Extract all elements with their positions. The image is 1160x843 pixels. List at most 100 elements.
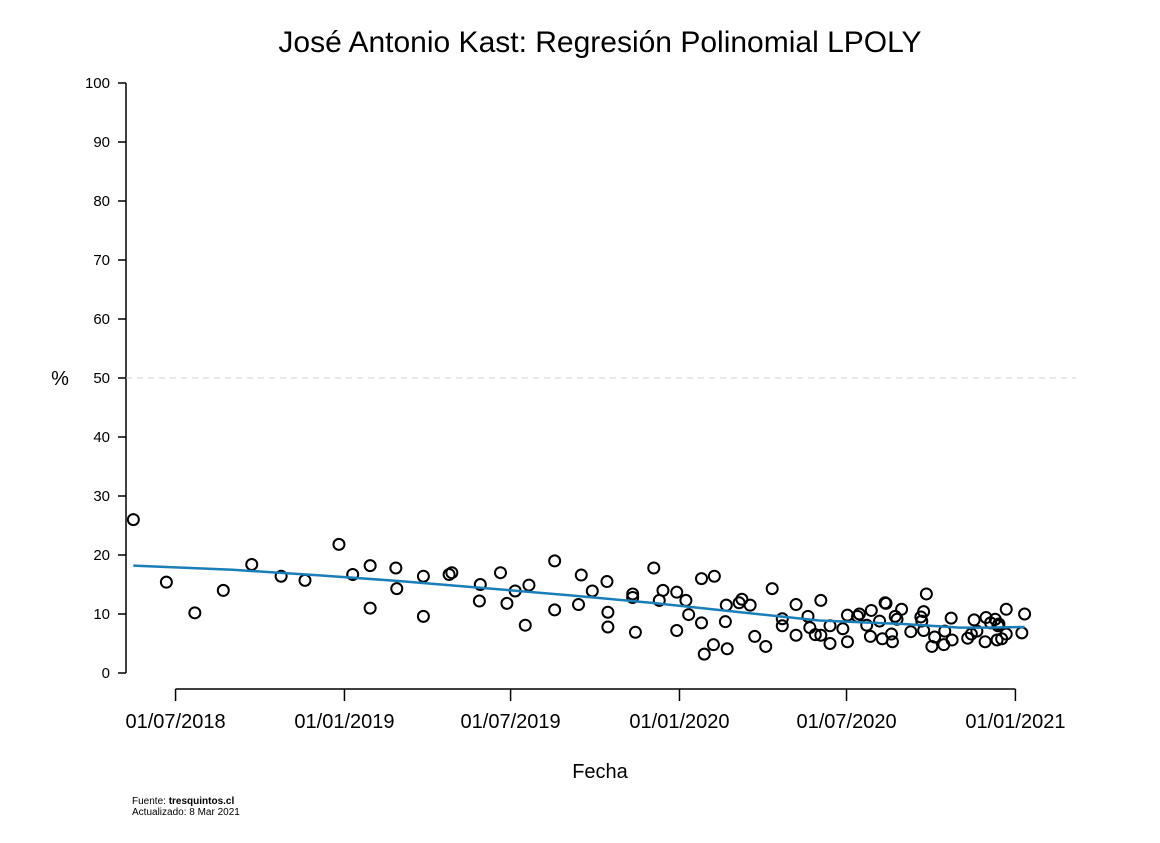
data-point [879,596,893,610]
data-point [706,638,720,652]
data-point [416,609,430,623]
y-tick-label: 90 [93,134,110,151]
data-point [389,561,403,575]
y-tick-label: 70 [93,252,110,269]
x-tick-label: 01/07/2020 [796,711,896,733]
data-point [518,618,532,632]
data-point [707,569,721,583]
data-point [1015,626,1029,640]
data-point [917,605,931,619]
y-tick-label: 0 [102,665,110,682]
data-point [814,593,828,607]
data-point [720,642,734,656]
data-point [904,625,918,639]
data-point [765,582,779,596]
data-point [473,578,487,591]
y-tick-label: 60 [93,311,110,328]
data-point [626,587,640,601]
data-point [445,566,459,580]
data-point [216,583,230,597]
data-point [748,629,762,643]
data-point [915,614,929,628]
data-point [245,557,259,571]
data-point [789,598,803,612]
data-point [574,568,588,582]
data-point [548,554,562,568]
data-point [978,635,992,649]
x-tick-label: 01/07/2018 [126,711,226,733]
x-tick-label: 01/01/2020 [629,711,729,733]
data-point [885,627,899,641]
fit-line [133,564,1025,629]
data-point [999,602,1013,616]
source-label: Fuente: [132,796,169,807]
data-point [860,618,874,632]
updated-line: Actualizado: 8 Mar 2021 [132,807,240,818]
data-point [585,584,599,598]
source-line: Fuente: tresquintos.cl [132,796,240,807]
data-point [719,598,733,612]
y-tick-label: 20 [93,547,110,564]
x-axis: 01/07/2018 01/01/2019 01/07/2019 01/01/2020… [126,688,1065,733]
x-tick-label: 01/01/2021 [965,711,1065,733]
data-point [416,569,430,583]
data-point [274,569,288,583]
data-point [332,537,346,551]
data-point [789,628,803,642]
data-point [759,639,773,653]
data-point [970,624,984,638]
data-point [864,603,878,617]
data-point [522,578,536,592]
data-point [548,603,562,617]
data-point [945,633,959,647]
data-point [601,605,615,619]
data-point [863,629,877,643]
data-point [188,606,202,620]
data-point [572,598,586,612]
data-point [919,587,933,601]
y-tick-label: 50 [93,370,110,387]
data-point [992,617,1006,631]
chart-footer: Fuente: tresquintos.cl Actualizado: 8 Ma… [132,796,240,818]
data-point [670,585,684,599]
data-point [363,559,377,573]
data-point [472,594,486,608]
x-tick-label: 01/01/2019 [294,711,394,733]
data-points [126,513,1032,661]
data-point [363,601,377,615]
y-tick-label: 10 [93,606,110,623]
data-point [600,575,614,589]
data-point [775,612,789,626]
data-point [493,566,507,580]
data-point [735,592,749,606]
data-point [601,620,615,634]
data-point [695,572,709,586]
data-point [718,615,732,629]
data-point [159,575,173,589]
data-point [840,635,854,649]
data-point [944,611,958,625]
fit-line-group [133,564,1025,629]
y-tick-label: 40 [93,429,110,446]
y-tick-label: 30 [93,488,110,505]
data-point [808,628,822,642]
data-point [814,628,828,642]
data-point [679,593,693,607]
y-axis: 0 10 20 30 40 50 60 70 80 90 100 [85,75,127,682]
data-point [500,596,514,610]
data-point [1018,607,1032,621]
x-axis-label: Fecha [572,761,628,783]
data-point [695,616,709,630]
data-point [775,619,789,633]
data-point [836,622,850,636]
data-point [873,614,887,628]
data-point [390,582,404,596]
data-point [743,598,757,612]
data-point [732,596,746,610]
data-point [656,583,670,597]
data-point [999,627,1013,641]
source-value: tresquintos.cl [168,796,235,807]
data-point [823,637,837,650]
data-point [346,567,360,581]
